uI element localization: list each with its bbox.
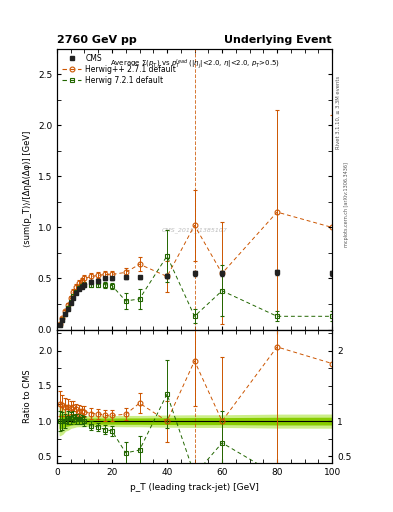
Y-axis label: Ratio to CMS: Ratio to CMS xyxy=(23,370,32,423)
Text: Underlying Event: Underlying Event xyxy=(224,35,332,45)
Text: CMS_2015_I1385107: CMS_2015_I1385107 xyxy=(162,227,228,233)
Y-axis label: ⟨sum(p_T)⟩/[ΔηΔ(Δφ)] [GeV]: ⟨sum(p_T)⟩/[ΔηΔ(Δφ)] [GeV] xyxy=(23,131,32,247)
Text: mcplots.cern.ch [arXiv:1306.3436]: mcplots.cern.ch [arXiv:1306.3436] xyxy=(344,162,349,247)
Text: Rivet 3.1.10, ≥ 3.3M events: Rivet 3.1.10, ≥ 3.3M events xyxy=(336,76,341,150)
Text: 2760 GeV pp: 2760 GeV pp xyxy=(57,35,137,45)
Text: Average $\Sigma(p_T)$ vs $p_T^{lead}$ ($|\eta_j|$<2.0, $\eta|$<2.0, $p_T$>0.5): Average $\Sigma(p_T)$ vs $p_T^{lead}$ ($… xyxy=(110,57,279,71)
X-axis label: p_T (leading track-jet) [GeV]: p_T (leading track-jet) [GeV] xyxy=(130,483,259,492)
Legend: CMS, Herwig++ 2.7.1 default, Herwig 7.2.1 default: CMS, Herwig++ 2.7.1 default, Herwig 7.2.… xyxy=(61,52,178,87)
